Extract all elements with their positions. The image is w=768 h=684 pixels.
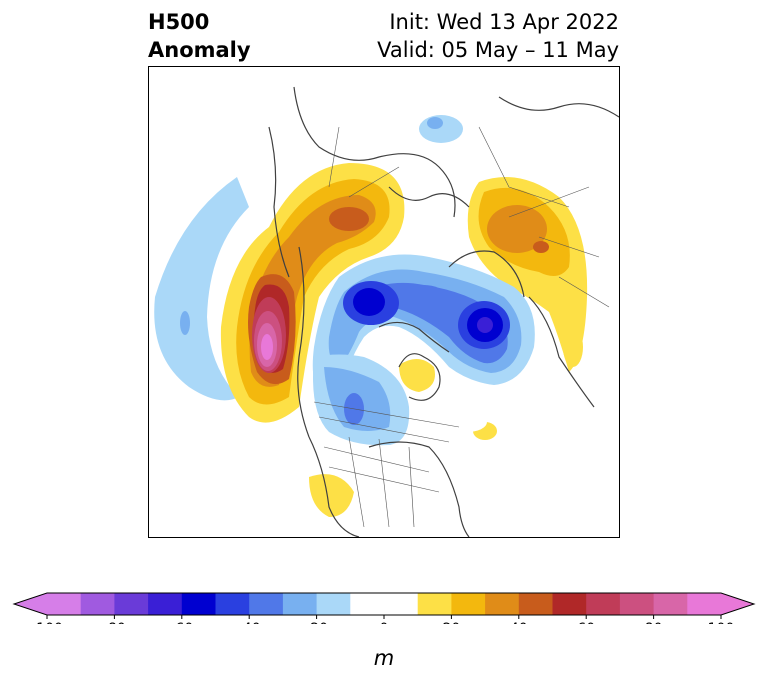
title-right: Init: Wed 13 Apr 2022 Valid: 05 May – 11… [377,8,619,64]
valid-range: Valid: 05 May – 11 May [377,38,619,62]
colorbar-extend-low [14,593,47,615]
colorbar-segment [653,593,688,615]
positive-anomaly-alaska [220,163,405,423]
colorbar-segment [181,593,216,615]
colorbar-tick-label: -100 [31,621,63,624]
colorbar-segment [114,593,149,615]
colorbar-tick-label: 40 [510,621,528,624]
colorbar-ticks: -100 -80 -60 -40 -20 0 20 40 60 80 100 [31,615,734,624]
colorbar-segment [417,593,452,615]
colorbar-tick-label: 100 [708,621,735,624]
colorbar-tick-label: 80 [645,621,663,624]
colorbar-segment [687,593,722,615]
colorbar-tick-label: -80 [103,621,126,624]
colorbar-tick-label: 60 [577,621,595,624]
coastlines [268,86,619,537]
title-variable: H500 [148,10,210,34]
colorbar-tick-label: 20 [442,621,460,624]
negative-anomaly-pacific [154,177,249,401]
country-borders [313,126,610,528]
colorbar-tick-label: -40 [238,621,261,624]
colorbar-segment [350,593,385,615]
colorbar-tick-label: -20 [305,621,328,624]
title-left: H500 Anomaly [148,8,251,64]
colorbar-segment [282,593,318,615]
colorbar-segment [384,593,419,615]
negative-anomaly-canada [313,354,487,446]
anomaly-map [148,66,620,538]
title-type: Anomaly [148,38,251,62]
colorbar-tick-label: -60 [170,621,193,624]
colorbar: -100 -80 -60 -40 -20 0 20 40 60 80 100 [12,592,756,624]
colorbar-segment [80,593,115,615]
init-date: Init: Wed 13 Apr 2022 [389,10,619,34]
colorbar-segment [518,593,553,615]
negative-anomaly-siberia [419,115,463,143]
negative-anomaly-arctic [312,254,535,397]
colorbar-tick-label: 0 [380,621,389,624]
colorbar-segments [12,592,756,616]
map-svg [154,86,619,537]
colorbar-units: m [373,646,395,670]
colorbar-extend-high [721,593,754,615]
colorbar-segment [215,593,250,615]
colorbar-segment [316,593,351,615]
colorbar-segment [148,593,183,615]
colorbar-segment [552,593,587,615]
positive-anomaly-eurasia [467,177,588,372]
colorbar-segment [485,593,520,615]
colorbar-segment [586,593,621,615]
colorbar-segment [249,593,284,615]
colorbar-segment [451,593,486,615]
colorbar-segment [47,593,82,615]
colorbar-segment [619,593,655,615]
